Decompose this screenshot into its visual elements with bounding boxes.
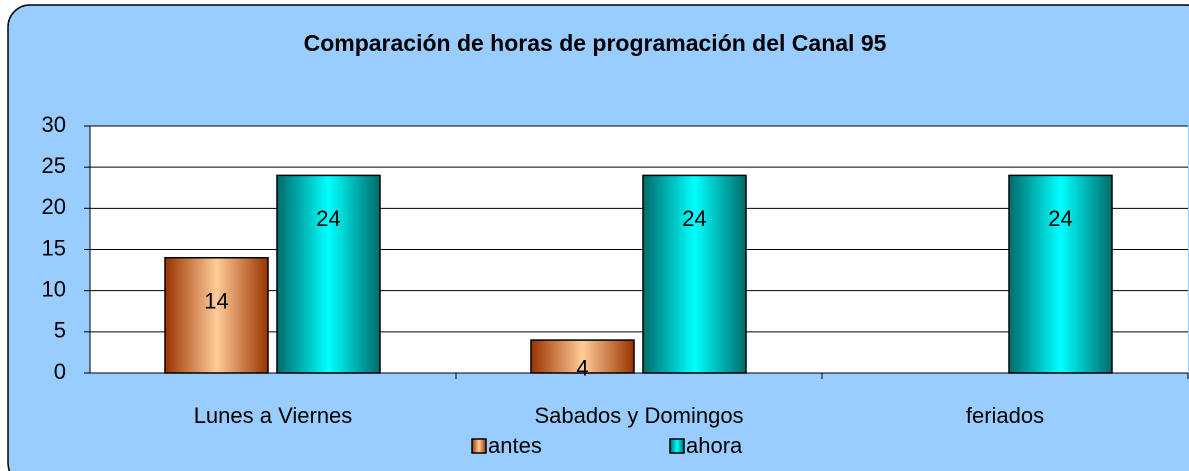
x-tick-label: feriados <box>966 403 1044 428</box>
y-tick-label: 15 <box>42 235 66 260</box>
data-label: 4 <box>576 356 588 381</box>
bar <box>164 256 269 374</box>
data-label: 24 <box>1048 206 1072 231</box>
y-tick-label: 30 <box>42 112 66 137</box>
y-tick-label: 0 <box>54 359 66 384</box>
y-tick-label: 5 <box>54 318 66 343</box>
bar <box>642 174 747 374</box>
data-label: 24 <box>316 206 340 231</box>
legend-label: ahora <box>686 433 743 458</box>
data-label: 24 <box>682 206 706 231</box>
y-tick-label: 10 <box>42 276 66 301</box>
bar <box>1008 174 1113 374</box>
x-tick-label: Lunes a Viernes <box>194 403 353 428</box>
data-label: 14 <box>204 289 228 314</box>
legend-swatch <box>669 438 685 454</box>
x-tick-label: Sabados y Domingos <box>534 403 743 428</box>
legend-swatch <box>471 438 487 454</box>
bar <box>276 174 381 374</box>
chart-title: Comparación de horas de programación del… <box>304 30 887 56</box>
y-tick-label: 25 <box>42 153 66 178</box>
bar <box>530 339 635 374</box>
y-tick-label: 20 <box>42 194 66 219</box>
legend-label: antes <box>488 433 542 458</box>
